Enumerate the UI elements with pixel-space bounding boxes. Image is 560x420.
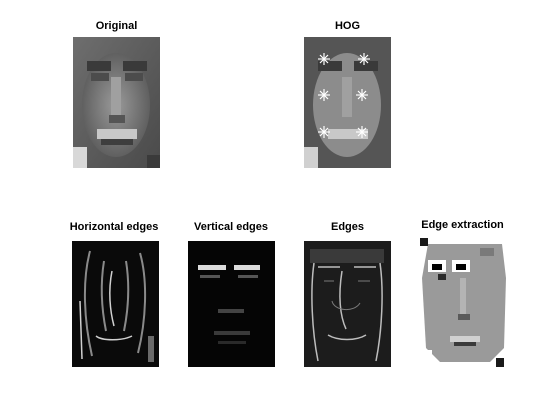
panel-edges: Edges xyxy=(304,221,391,367)
panel-title: Vertical edges xyxy=(194,221,268,233)
panel-horizontal-edges: Horizontal edges xyxy=(68,221,160,367)
panel-title: Edges xyxy=(330,221,364,233)
panel-hog: HOG xyxy=(304,20,391,168)
hog-feature-marks xyxy=(318,53,370,138)
face-image-horizontal-edges xyxy=(72,241,159,367)
face-image-original xyxy=(73,37,160,168)
panel-edge-extraction: Edge extraction xyxy=(414,219,511,367)
face-image-vertical-edges xyxy=(188,241,275,367)
panel-vertical-edges: Vertical edges xyxy=(186,221,276,367)
panel-title: HOG xyxy=(334,20,361,32)
panel-title: Original xyxy=(95,20,138,32)
panel-title: Edge extraction xyxy=(421,219,504,231)
panel-title: Horizontal edges xyxy=(69,221,159,233)
face-image-edge-extraction xyxy=(420,238,508,367)
panel-original: Original xyxy=(73,20,160,168)
face-image-edges xyxy=(304,241,391,367)
face-image-hog xyxy=(304,37,391,168)
